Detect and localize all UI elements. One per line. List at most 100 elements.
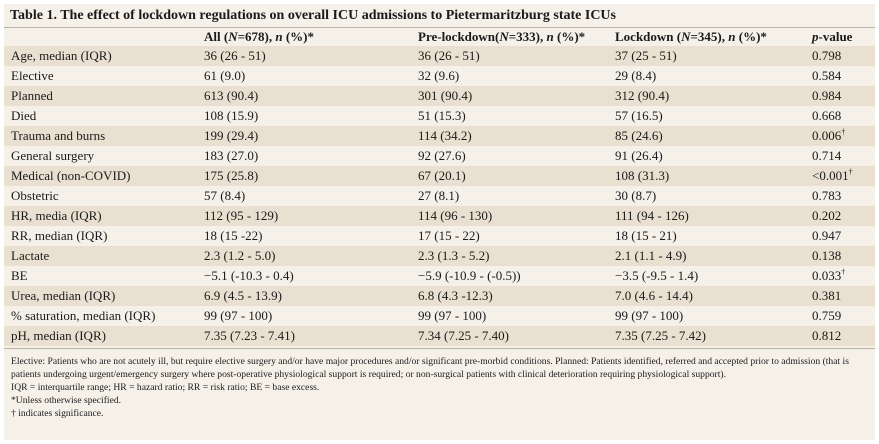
cell-all: 112 (95 - 129) bbox=[204, 206, 418, 226]
footer-divider bbox=[4, 348, 875, 349]
row-label: Planned bbox=[4, 86, 204, 106]
cell-all: 99 (97 - 100) bbox=[204, 306, 418, 326]
cell-pre-lockdown-text: 92 (27.6) bbox=[418, 148, 466, 163]
cell-lockdown-text: 37 (25 - 51) bbox=[615, 48, 677, 63]
cell-pre-lockdown-text: 6.8 (4.3 -12.3) bbox=[418, 288, 493, 303]
cell-lockdown: 99 (97 - 100) bbox=[615, 306, 812, 326]
row-label-text: RR, median (IQR) bbox=[11, 228, 108, 243]
table-row: Elective 61 (9.0) 32 (9.6) 29 (8.4) 0.584 bbox=[4, 66, 875, 86]
cell-pre-lockdown-text: 51 (15.3) bbox=[418, 108, 466, 123]
table-row: Trauma and burns 199 (29.4) 114 (34.2) 85 (… bbox=[4, 126, 875, 146]
cell-p-value-text: 0.584 bbox=[812, 68, 842, 83]
cell-pre-lockdown: 7.34 (7.25 - 7.40) bbox=[418, 326, 615, 346]
cell-all: 2.3 (1.2 - 5.0) bbox=[204, 246, 418, 266]
row-label-text: Planned bbox=[11, 88, 53, 103]
cell-lockdown: 37 (25 - 51) bbox=[615, 46, 812, 66]
cell-all: 61 (9.0) bbox=[204, 66, 418, 86]
cell-lockdown: 2.1 (1.1 - 4.9) bbox=[615, 246, 812, 266]
row-label: HR, media (IQR) bbox=[4, 206, 204, 226]
cell-pre-lockdown-text: 67 (20.1) bbox=[418, 168, 466, 183]
table-figure: Table 1. The effect of lockdown regulati… bbox=[4, 4, 875, 440]
cell-p-value: 0.759 bbox=[812, 306, 875, 326]
cell-all-text: 199 (29.4) bbox=[204, 128, 259, 143]
cell-pre-lockdown: 2.3 (1.3 - 5.2) bbox=[418, 246, 615, 266]
table-row: Died 108 (15.9) 51 (15.3) 57 (16.5) 0.668 bbox=[4, 106, 875, 126]
row-label: Elective bbox=[4, 66, 204, 86]
row-label: Medical (non-COVID) bbox=[4, 166, 204, 186]
cell-all-text: 613 (90.4) bbox=[204, 88, 259, 103]
row-label-text: Obstetric bbox=[11, 188, 59, 203]
table-row: Urea, median (IQR) 6.9 (4.5 - 13.9) 6.8 (4… bbox=[4, 286, 875, 306]
row-label: pH, median (IQR) bbox=[4, 326, 204, 346]
cell-pre-lockdown-text: 301 (90.4) bbox=[418, 88, 473, 103]
row-label-text: Urea, median (IQR) bbox=[11, 288, 116, 303]
cell-pre-lockdown: 301 (90.4) bbox=[418, 86, 615, 106]
cell-pre-lockdown: 36 (26 - 51) bbox=[418, 46, 615, 66]
cell-p-value-text: 0.138 bbox=[812, 248, 842, 263]
cell-lockdown-text: 91 (26.4) bbox=[615, 148, 663, 163]
cell-all-text: −5.1 (-10.3 - 0.4) bbox=[204, 268, 294, 283]
table-row: General surgery 183 (27.0) 92 (27.6) 91 (26… bbox=[4, 146, 875, 166]
cell-p-value: 0.798 bbox=[812, 46, 875, 66]
row-label-text: pH, median (IQR) bbox=[11, 328, 106, 343]
cell-all-text: 183 (27.0) bbox=[204, 148, 259, 163]
cell-p-value-text: 0.006 bbox=[812, 128, 842, 143]
cell-pre-lockdown: 114 (96 - 130) bbox=[418, 206, 615, 226]
row-label: Obstetric bbox=[4, 186, 204, 206]
cell-pre-lockdown: 17 (15 - 22) bbox=[418, 226, 615, 246]
cell-lockdown: 7.35 (7.25 - 7.42) bbox=[615, 326, 812, 346]
cell-p-value-text: <0.001 bbox=[812, 168, 849, 183]
cell-lockdown-text: 2.1 (1.1 - 4.9) bbox=[615, 248, 687, 263]
header-row: All (N=678), n (%)* Pre-lockdown(N=333),… bbox=[4, 28, 875, 46]
row-label: % saturation, median (IQR) bbox=[4, 306, 204, 326]
cell-pre-lockdown-text: 7.34 (7.25 - 7.40) bbox=[418, 328, 509, 343]
cell-lockdown: 29 (8.4) bbox=[615, 66, 812, 86]
header-label bbox=[4, 28, 204, 46]
cell-lockdown: 57 (16.5) bbox=[615, 106, 812, 126]
note-significance: † indicates significance. bbox=[11, 408, 104, 419]
table-title: Table 1. The effect of lockdown regulati… bbox=[4, 4, 875, 28]
cell-all: 613 (90.4) bbox=[204, 86, 418, 106]
cell-p-value: <0.001† bbox=[812, 166, 875, 186]
cell-pre-lockdown: 51 (15.3) bbox=[418, 106, 615, 126]
cell-pre-lockdown: −5.9 (-10.9 - (-0.5)) bbox=[418, 266, 615, 286]
cell-p-value: 0.947 bbox=[812, 226, 875, 246]
cell-pre-lockdown: 92 (27.6) bbox=[418, 146, 615, 166]
cell-all: 6.9 (4.5 - 13.9) bbox=[204, 286, 418, 306]
cell-lockdown: 91 (26.4) bbox=[615, 146, 812, 166]
row-label: Lactate bbox=[4, 246, 204, 266]
cell-all-text: 112 (95 - 129) bbox=[204, 208, 279, 223]
cell-lockdown-text: 57 (16.5) bbox=[615, 108, 663, 123]
cell-p-value-text: 0.033 bbox=[812, 268, 842, 283]
cell-lockdown: 312 (90.4) bbox=[615, 86, 812, 106]
cell-lockdown: 18 (15 - 21) bbox=[615, 226, 812, 246]
cell-pre-lockdown-text: 17 (15 - 22) bbox=[418, 228, 480, 243]
cell-pre-lockdown: 114 (34.2) bbox=[418, 126, 615, 146]
cell-lockdown: −3.5 (-9.5 - 1.4) bbox=[615, 266, 812, 286]
cell-lockdown: 30 (8.7) bbox=[615, 186, 812, 206]
row-label: Trauma and burns bbox=[4, 126, 204, 146]
cell-all-text: 18 (15 -22) bbox=[204, 228, 263, 243]
significance-marker: † bbox=[841, 127, 846, 137]
row-label-text: BE bbox=[11, 268, 28, 283]
cell-all: −5.1 (-10.3 - 0.4) bbox=[204, 266, 418, 286]
row-label-text: Medical (non-COVID) bbox=[11, 168, 131, 183]
table-row: % saturation, median (IQR) 99 (97 - 100) 9… bbox=[4, 306, 875, 326]
header-lockdown: Lockdown (N=345), n (%)* bbox=[615, 29, 767, 44]
cell-lockdown-text: 108 (31.3) bbox=[615, 168, 670, 183]
cell-all-text: 175 (25.8) bbox=[204, 168, 259, 183]
header-all: All (N=678), n (%)* bbox=[204, 29, 314, 44]
cell-pre-lockdown: 67 (20.1) bbox=[418, 166, 615, 186]
row-label: RR, median (IQR) bbox=[4, 226, 204, 246]
cell-all-text: 57 (8.4) bbox=[204, 188, 246, 203]
cell-all-text: 108 (15.9) bbox=[204, 108, 259, 123]
cell-lockdown-text: 7.0 (4.6 - 14.4) bbox=[615, 288, 693, 303]
cell-p-value: 0.006† bbox=[812, 126, 875, 146]
cell-p-value: 0.584 bbox=[812, 66, 875, 86]
cell-all: 57 (8.4) bbox=[204, 186, 418, 206]
cell-lockdown-text: 18 (15 - 21) bbox=[615, 228, 677, 243]
row-label-text: HR, media (IQR) bbox=[11, 208, 102, 223]
cell-p-value-text: 0.798 bbox=[812, 48, 842, 63]
cell-all: 7.35 (7.23 - 7.41) bbox=[204, 326, 418, 346]
cell-p-value: 0.033† bbox=[812, 266, 875, 286]
